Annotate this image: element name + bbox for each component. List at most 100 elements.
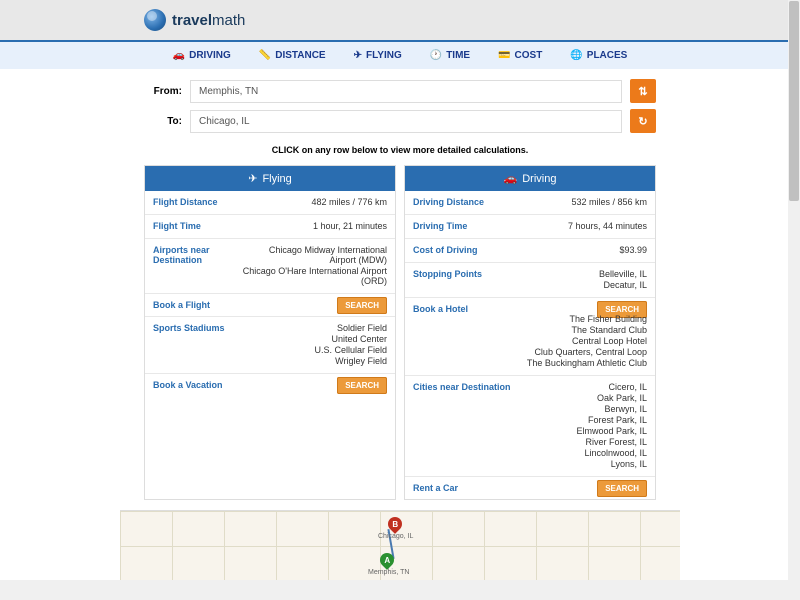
value-line: Cicero, IL [576,382,647,392]
marker-b-label: Chicago, IL [378,533,413,540]
flying-row[interactable]: Flight Time 1 hour, 21 minutes [145,215,395,239]
driving-row-label[interactable]: Cost of Driving [413,245,478,256]
nav-flying[interactable]: ✈ FLYING [354,50,402,61]
value-line: U.S. Cellular Field [314,345,387,355]
nav-label: DRIVING [189,50,231,61]
value-line: 1 hour, 21 minutes [313,221,387,231]
value-line: 7 hours, 44 minutes [568,221,647,231]
refresh-button[interactable]: ↻ [630,109,656,133]
nav-driving[interactable]: 🚗 DRIVING [173,50,231,61]
driving-title: Driving [522,173,556,185]
driving-row-label[interactable]: Stopping Points [413,269,482,291]
nav-time[interactable]: 🕐TIME [430,50,470,61]
driving-row-value: SEARCHThe Fisher BuildingThe Standard Cl… [527,304,647,369]
flying-row-label[interactable]: Book a Vacation [153,380,223,390]
to-row: To: ↻ [144,109,656,133]
flying-row-label[interactable]: Flight Distance [153,197,218,208]
driving-header: 🚗 Driving [405,166,655,191]
scrollbar[interactable] [788,0,800,600]
to-label: To: [144,116,182,127]
flying-row-value: SEARCH [337,300,387,310]
flying-row-label[interactable]: Flight Time [153,221,201,232]
value-line: Club Quarters, Central Loop [527,347,647,357]
value-line: Lyons, IL [576,459,647,469]
flying-row-value: Chicago Midway International Airport (MD… [242,245,387,287]
driving-row[interactable]: Rent a Car SEARCH [405,477,655,499]
main-nav: 🚗 DRIVING 📏DISTANCE ✈ FLYING 🕐TIME 💳 COST 🌐 PLACE… [0,40,800,69]
swap-button[interactable]: ⇅ [630,79,656,103]
driving-row-value: SEARCH [597,483,647,493]
driving-row[interactable]: Driving Distance 532 miles / 856 km [405,191,655,215]
nav-label: PLACES [587,50,628,61]
driving-icon: 🚗 [173,50,185,61]
nav-label: COST [515,50,543,61]
driving-row-label[interactable]: Rent a Car [413,483,458,493]
driving-row-label[interactable]: Driving Distance [413,197,484,208]
value-line: Decatur, IL [599,280,647,290]
value-line: Chicago O'Hare International Airport (OR… [242,266,387,286]
swap-icon: ⇅ [638,85,647,98]
driving-row-value: 7 hours, 44 minutes [568,221,647,232]
flying-title: Flying [262,173,291,185]
driving-panel: 🚗 Driving Driving Distance 532 miles / 85… [404,165,656,500]
from-input[interactable] [190,80,622,103]
value-line: The Fisher Building [527,314,647,324]
flying-row-value: 1 hour, 21 minutes [313,221,387,232]
hint-text: CLICK on any row below to view more deta… [144,139,656,165]
driving-row-value: 532 miles / 856 km [571,197,647,208]
flying-row[interactable]: Airports near DestinationChicago Midway … [145,239,395,294]
flying-row-label[interactable]: Book a Flight [153,300,210,310]
from-row: From: ⇅ [144,79,656,103]
flying-row-value: Soldier FieldUnited CenterU.S. Cellular … [314,323,387,367]
driving-row[interactable]: Cost of Driving $93.99 [405,239,655,263]
flying-panel: ✈ Flying Flight Distance 482 miles / 776 … [144,165,396,500]
places-icon: 🌐 [570,50,582,61]
value-line: The Standard Club [527,325,647,335]
flying-row-value: SEARCH [337,380,387,390]
nav-label: DISTANCE [275,50,325,61]
logo-text: travelmath [172,12,245,29]
driving-row-value: $93.99 [619,245,647,256]
cost-icon: 💳 [498,50,510,61]
value-line: Oak Park, IL [576,393,647,403]
value-line: 482 miles / 776 km [311,197,387,207]
driving-row-label[interactable]: Book a Hotel [413,304,468,369]
value-line: Wrigley Field [314,356,387,366]
flying-row[interactable]: Flight Distance 482 miles / 776 km [145,191,395,215]
search-button[interactable]: SEARCH [337,297,387,314]
flying-row-label[interactable]: Sports Stadiums [153,323,225,367]
globe-icon [144,9,166,31]
header: travelmath [0,0,800,40]
marker-a-label: Memphis, TN [368,569,410,576]
to-input[interactable] [190,110,622,133]
value-line: Belleville, IL [599,269,647,279]
nav-cost[interactable]: 💳 COST [498,50,542,61]
from-label: From: [144,86,182,97]
flying-row-label[interactable]: Airports near Destination [153,245,242,287]
search-button[interactable]: SEARCH [597,480,647,497]
search-button[interactable]: SEARCH [337,377,387,394]
driving-row[interactable]: Book a Hotel SEARCHThe Fisher BuildingThe… [405,298,655,376]
scroll-thumb[interactable] [789,1,799,201]
map[interactable]: B Chicago, IL A Memphis, TN [120,510,680,580]
driving-row-label[interactable]: Driving Time [413,221,467,232]
nav-distance[interactable]: 📏DISTANCE [259,50,326,61]
value-line: $93.99 [619,245,647,255]
driving-row-label[interactable]: Cities near Destination [413,382,511,470]
flying-icon: ✈ [354,50,362,61]
driving-row[interactable]: Cities near Destination Cicero, ILOak Par… [405,376,655,477]
value-line: River Forest, IL [576,437,647,447]
flying-row[interactable]: Book a Vacation SEARCH [145,374,395,396]
driving-row-value: Belleville, ILDecatur, IL [599,269,647,291]
value-line: Lincolnwood, IL [576,448,647,458]
flying-row[interactable]: Sports Stadiums Soldier FieldUnited Cente… [145,317,395,374]
flying-header: ✈ Flying [145,166,395,191]
plane-icon: ✈ [248,172,257,185]
nav-label: TIME [446,50,470,61]
flying-row[interactable]: Book a Flight SEARCH [145,294,395,317]
driving-row[interactable]: Stopping Points Belleville, ILDecatur, IL [405,263,655,298]
driving-row[interactable]: Driving Time 7 hours, 44 minutes [405,215,655,239]
logo[interactable]: travelmath [144,9,245,31]
nav-label: FLYING [366,50,402,61]
nav-places[interactable]: 🌐 PLACES [570,50,627,61]
